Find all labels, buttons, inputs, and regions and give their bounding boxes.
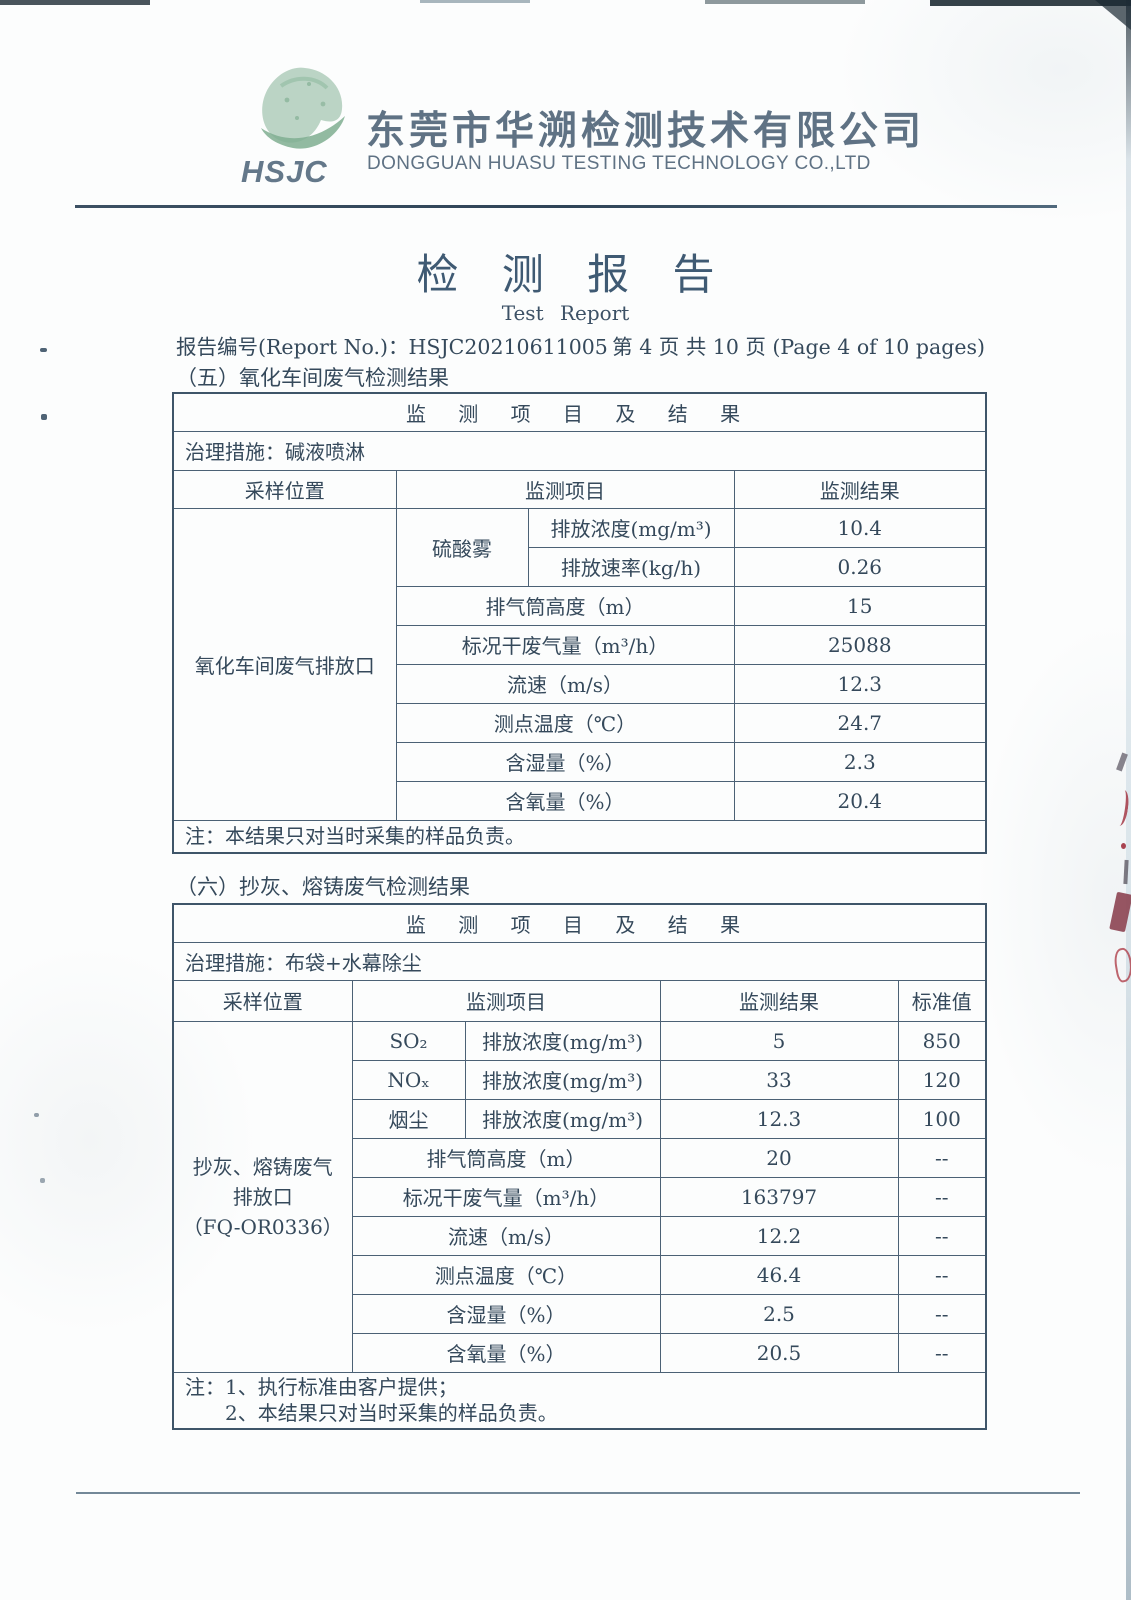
standard-value-cell: 850 [897,1020,987,1061]
monitor-result-cell: 2.5 [659,1293,899,1334]
sampling-position-line: 排放口 [232,1184,293,1209]
treatment-measure: 治理措施：布袋+水幕除尘 [172,941,987,981]
standard-value-cell: -- [897,1215,987,1256]
report-number-line: 报告编号(Report No.)：HSJC20210611005 [176,330,608,360]
col-header-monitor-item: 监测项目 [395,469,735,509]
monitor-result-cell: 15 [733,585,987,626]
sampling-position-line: 抄灰、熔铸废气 [192,1154,333,1179]
monitor-item-cell: 排放浓度(mg/m³) [464,1098,661,1139]
monitor-item-cell: 含氧量（%） [351,1332,661,1373]
standard-value-cell: -- [897,1332,987,1373]
monitor-item-cell: 流速（m/s） [395,663,735,704]
monitor-result-cell: 46.4 [659,1254,899,1295]
monitor-item-cell: 含湿量（%） [395,741,735,782]
monitor-item-cell: 标况干废气量（m³/h） [351,1176,661,1217]
page-indicator: 第 4 页 共 10 页 (Page 4 of 10 pages) [612,335,985,359]
scan-speck [40,1178,45,1183]
pollutant-cell: NOₓ [351,1059,466,1100]
monitor-item-cell: 排放速率(kg/h) [527,546,735,587]
standard-value-cell: -- [897,1137,987,1178]
col-header-standard-value: 标准值 [897,979,987,1022]
scan-edge-artifact [0,0,150,5]
pollutant-group-cell: 硫酸雾 [395,507,529,587]
report-title-en: Test Report [501,301,630,325]
monitor-result-cell: 33 [659,1059,899,1100]
section6-heading: （六）抄灰、熔铸废气检测结果 [176,875,470,899]
scan-edge-artifact [1095,0,1131,30]
monitor-result-cell: 12.2 [659,1215,899,1256]
monitor-result-cell: 5 [659,1020,899,1061]
monitor-result-cell: 20.4 [733,780,987,821]
report-number-label: 报告编号(Report No.)： [176,335,409,359]
standard-value-cell: -- [897,1176,987,1217]
monitor-result-cell: 25088 [733,624,987,665]
monitor-item-cell: 排气筒高度（m） [351,1137,661,1178]
company-logo-text: HSJC [241,154,328,189]
header-divider [75,205,1057,208]
table-note-line: 注：1、执行标准由客户提供； [185,1375,458,1400]
ash-casting-results-table: 监 测 项 目 及 结 果 治理措施：布袋+水幕除尘 采样位置 监测项目 监测结… [172,903,988,1430]
monitor-result-cell: 12.3 [733,663,987,704]
stamp-fragment [1121,843,1126,849]
oxidation-workshop-results-table: 监 测 项 目 及 结 果 治理措施：碱液喷淋 采样位置 监测项目 监测结果 氧… [172,392,988,854]
sampling-position-cell: 氧化车间废气排放口 [172,507,397,821]
standard-value-cell: -- [897,1254,987,1295]
scan-speck [40,348,47,352]
table-note-line: 2、本结果只对当时采集的样品负责。 [225,1401,558,1426]
monitor-result-cell: 20.5 [659,1332,899,1373]
company-name-cn: 东莞市华溯检测技术有限公司 [366,110,926,153]
monitor-result-cell: 12.3 [659,1098,899,1139]
scan-speck [41,414,47,420]
monitor-item-cell: 排放浓度(mg/m³) [464,1020,661,1061]
footer-divider [76,1492,1080,1494]
standard-value-cell: 120 [897,1059,987,1100]
monitor-item-cell: 测点温度（℃） [351,1254,661,1295]
monitor-result-cell: 0.26 [733,546,987,587]
monitor-result-cell: 10.4 [733,507,987,548]
monitor-result-cell: 20 [659,1137,899,1178]
standard-value-cell: -- [897,1293,987,1334]
stamp-fragment [1112,946,1131,984]
monitor-result-cell: 24.7 [733,702,987,743]
monitor-item-cell: 排放浓度(mg/m³) [464,1059,661,1100]
sampling-position-line: （FQ-OR0336） [182,1214,343,1239]
monitor-item-cell: 含氧量（%） [395,780,735,821]
col-header-sampling-position: 采样位置 [172,979,353,1022]
scan-speck [34,1113,39,1117]
standard-value-cell: 100 [897,1098,987,1139]
col-header-monitor-result: 监测结果 [733,469,987,509]
table-note: 注：1、执行标准由客户提供； 2、本结果只对当时采集的样品负责。 [172,1371,987,1430]
monitor-item-cell: 排放浓度(mg/m³) [527,507,735,548]
monitor-result-cell: 163797 [659,1176,899,1217]
monitor-result-cell: 2.3 [733,741,987,782]
treatment-measure: 治理措施：碱液喷淋 [172,430,987,471]
monitor-item-cell: 标况干废气量（m³/h） [395,624,735,665]
table-title: 监 测 项 目 及 结 果 [172,392,987,432]
monitor-item-cell: 含湿量（%） [351,1293,661,1334]
col-header-monitor-item: 监测项目 [351,979,661,1022]
col-header-monitor-result: 监测结果 [659,979,899,1022]
section5-heading: （五）氧化车间废气检测结果 [176,366,449,390]
pollutant-cell: 烟尘 [351,1098,466,1139]
monitor-item-cell: 测点温度（℃） [395,702,735,743]
col-header-sampling-position: 采样位置 [172,469,397,509]
scan-edge-artifact [420,0,530,3]
table-title: 监 测 项 目 及 结 果 [172,903,987,943]
scan-edge-artifact [705,0,865,4]
scan-edge-artifact [930,0,1131,6]
monitor-item-cell: 排气筒高度（m） [395,585,735,626]
pollutant-cell: SO₂ [351,1020,466,1061]
report-title-cn: 检 测 报 告 [416,250,730,299]
sampling-position-cell: 抄灰、熔铸废气 排放口 （FQ-OR0336） [172,1020,353,1373]
company-name-en: DONGGUAN HUASU TESTING TECHNOLOGY CO.,LT… [367,153,871,174]
table-note: 注：本结果只对当时采集的样品负责。 [172,819,987,854]
monitor-item-cell: 流速（m/s） [351,1215,661,1256]
report-number-value: HSJC20210611005 [408,335,608,359]
scan-edge-artifact [1126,0,1131,1600]
company-logo-icon [250,64,356,164]
